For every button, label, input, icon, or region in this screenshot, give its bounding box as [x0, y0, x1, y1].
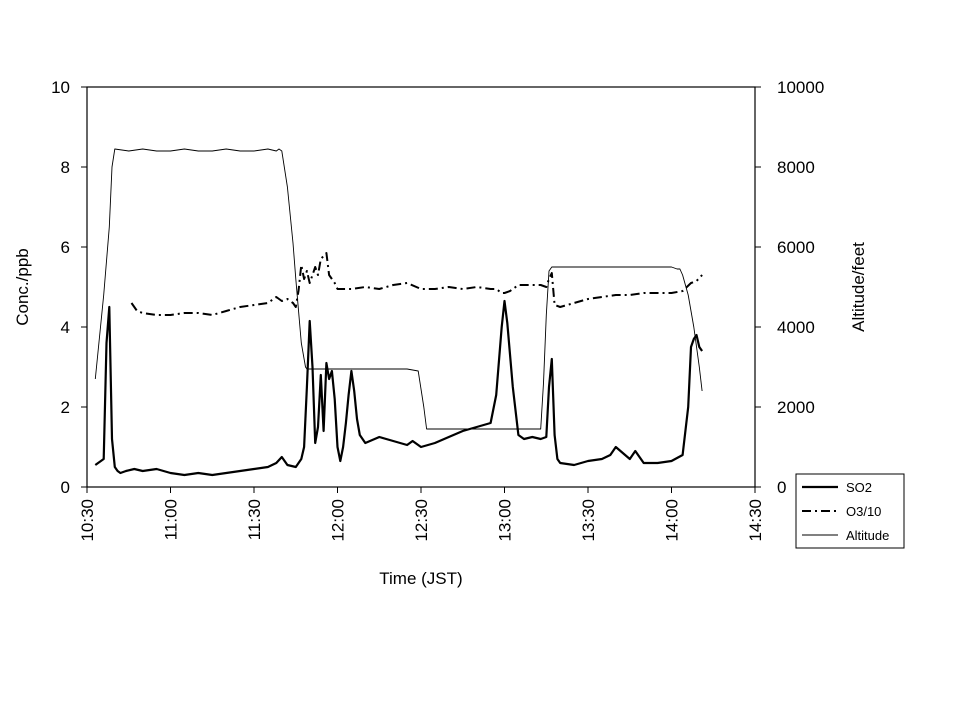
legend-label: SO2: [846, 480, 872, 495]
series-line-so2: [94, 299, 704, 477]
y2-tick-label: 10000: [777, 78, 824, 97]
x-tick-label: 14:30: [746, 499, 765, 542]
x-tick-label: 10:30: [78, 499, 97, 542]
y2-tick-label: 8000: [777, 158, 815, 177]
y-tick-label: 8: [61, 158, 70, 177]
legend-label: Altitude: [846, 528, 889, 543]
series-line-o3-10: [130, 252, 703, 316]
y-tick-label: 2: [61, 398, 70, 417]
series-layer: [94, 148, 704, 477]
legend-items: SO2 O3/10 Altitude: [802, 480, 889, 543]
x-tick-label: 14:00: [663, 499, 682, 542]
y-axis-title: Conc./ppb: [13, 248, 32, 326]
y2-tick-label: 6000: [777, 238, 815, 257]
x-tick-label: 12:00: [329, 499, 348, 542]
y-tick-label: 10: [51, 78, 70, 97]
y-tick-label: 4: [61, 318, 70, 337]
legend-label: O3/10: [846, 504, 881, 519]
x-tick-label: 13:00: [496, 499, 515, 542]
x-tick-label: 13:30: [579, 499, 598, 542]
y-tick-label: 6: [61, 238, 70, 257]
legend: SO2 O3/10 Altitude: [795, 473, 905, 549]
y2-tick-label: 4000: [777, 318, 815, 337]
series-line-altitude: [94, 148, 703, 430]
y2-tick-label: 2000: [777, 398, 815, 417]
x-tick-label: 11:30: [245, 499, 264, 540]
x-tick-label: 11:00: [162, 499, 181, 540]
x-tick-label: 12:30: [412, 499, 431, 542]
y-tick-label: 0: [61, 478, 70, 497]
y2-tick-label: 0: [777, 478, 786, 497]
y2-axis-title: Altitude/feet: [849, 242, 868, 332]
axis-layer: 10:30 11:00 11:30 12:00 12:30 13:00 13:30 14:00…: [51, 78, 824, 542]
x-axis-title: Time (JST): [379, 569, 462, 588]
